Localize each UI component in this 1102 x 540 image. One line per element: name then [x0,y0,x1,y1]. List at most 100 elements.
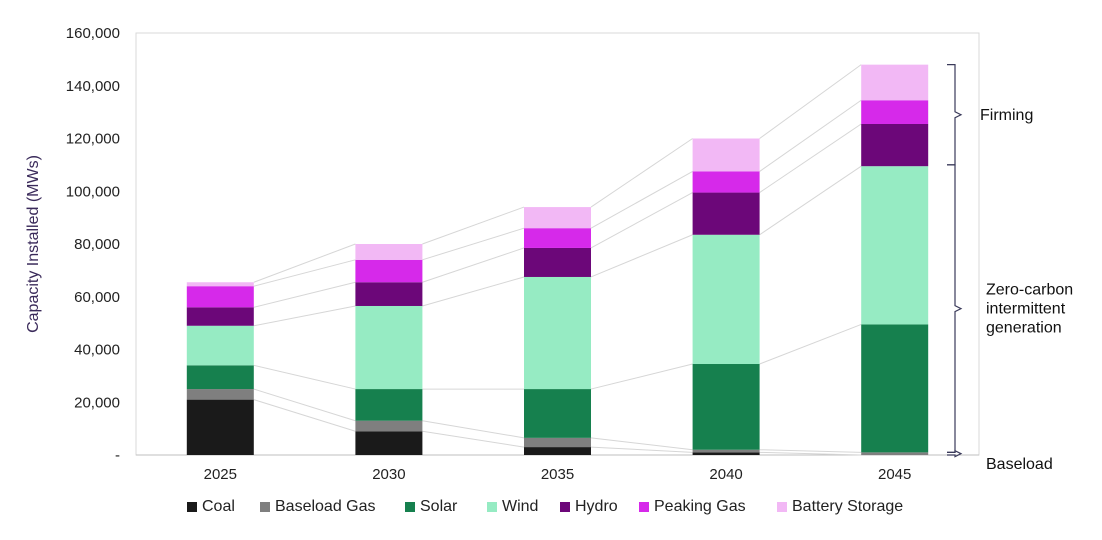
bracket-0 [947,64,963,166]
connector-2025-2030-5 [253,259,356,287]
bar-2045-solar [861,324,929,453]
bar-2045-wind [861,166,929,325]
bar-2035-coal [524,447,591,455]
connector-2035-2040-4 [590,192,693,249]
bar-2025-hydro [186,307,254,326]
connector-2035-2040-0 [590,446,693,453]
connector-2040-2045-1 [759,449,862,453]
legend-label: Hydro [575,498,618,515]
bar-2025-coal [186,399,254,455]
connector-2030-2035-5 [422,227,525,261]
legend-item-coal: Coal [187,494,235,520]
connector-2030-2035-0 [422,430,525,448]
annotation-label: intermittent [986,301,1066,318]
bar-2025-peaking-gas [186,286,254,308]
bar-2035-peaking-gas [524,228,591,248]
connector-2025-2030-1 [253,388,356,422]
y-axis-label: Capacity Installed (MWs) [25,155,42,333]
x-tick-label: 2025 [204,466,237,483]
connector-2025-2030-4 [253,281,356,308]
legend-label: Wind [502,498,539,515]
y-tick-label: 160,000 [66,25,120,42]
bar-2035-wind [524,276,591,390]
connector-2030-2035-3 [422,276,525,307]
legend-label: Solar [420,498,458,515]
bar-2045-baseload-gas [861,452,929,455]
y-tick-label: 140,000 [66,78,120,95]
bar-2035-baseload-gas [524,437,591,448]
connector-2025-2030-2 [253,364,356,390]
y-tick-label: 40,000 [74,342,120,359]
connector-2025-2030-6 [253,243,356,283]
connector-2035-2040-1 [590,437,693,451]
bar-2025-wind [186,325,254,366]
connector-2030-2035-6 [422,206,525,245]
legend-swatch [487,502,497,512]
y-tick-label: 20,000 [74,394,120,411]
connector-lines [253,64,862,456]
connector-2025-2030-3 [253,305,356,327]
legend-swatch [187,502,197,512]
bar-2045-peaking-gas [861,100,929,124]
bar-2045-battery-storage [861,64,929,101]
bar-2030-coal [355,431,423,455]
legend-item-peaking-gas: Peaking Gas [639,494,746,520]
legend-swatch [260,502,270,512]
legend-swatch [560,502,570,512]
bar-2030-wind [355,305,423,390]
bar-2025-baseload-gas [186,389,254,400]
bar-2040-solar [692,364,760,450]
bar-2045-hydro [861,123,929,167]
connector-2040-2045-2 [759,323,862,365]
bar-2040-baseload-gas [692,449,760,453]
bar-2040-wind [692,234,760,365]
connector-2035-2040-6 [590,138,693,208]
bar-2025-battery-storage [186,282,254,287]
x-tick-label: 2035 [541,466,574,483]
y-tick-label: 120,000 [66,131,120,148]
connector-2040-2045-3 [759,165,862,236]
annotations: Firming Zero-carbon intermittent generation… [947,64,1073,473]
connector-2030-2035-1 [422,420,525,439]
x-tick-label: 2030 [372,466,405,483]
bracket-2 [947,449,963,458]
connector-2035-2040-5 [590,171,693,229]
bar-2025-solar [186,365,254,390]
annotation-label: Baseload [986,456,1053,473]
stacked-bar-chart: - 20,000 40,000 60,000 80,000 100,000 120,000 1… [25,25,1073,483]
bar-2035-hydro [524,247,591,277]
connector-2040-2045-5 [759,99,862,172]
x-tick-label: 2045 [878,466,911,483]
connector-2040-2045-4 [759,123,862,193]
x-tick-label: 2040 [709,466,742,483]
y-tick-label: 80,000 [74,236,120,253]
annotation-label: generation [986,320,1062,337]
y-tick-label: 100,000 [66,183,120,200]
bracket-1 [947,164,963,453]
connector-2040-2045-6 [759,64,862,139]
legend-label: Battery Storage [792,498,904,515]
legend-label: Baseload Gas [275,498,376,515]
bar-2030-peaking-gas [355,259,423,283]
annotation-label: Zero-carbon [986,282,1073,299]
legend-item-wind: Wind [487,494,538,520]
connector-2035-2040-3 [590,234,693,278]
legend-swatch [405,502,415,512]
bar-2040-hydro [692,192,760,235]
y-tick-label: - [115,447,120,464]
bar-2030-battery-storage [355,244,423,260]
connector-2030-2035-4 [422,247,525,283]
connector-2040-2045-0 [759,451,862,456]
legend-item-hydro: Hydro [560,494,618,520]
y-tick-label: 60,000 [74,289,120,306]
legend-label: Coal [202,498,235,515]
bar-2040-battery-storage [692,138,760,172]
bar-2035-solar [524,389,591,438]
x-axis-ticks: 2025 2030 2035 2040 2045 [204,466,912,483]
legend-item-solar: Solar [405,494,457,520]
bar-2030-hydro [355,282,423,306]
legend-swatch [639,502,649,512]
legend-swatch [777,502,787,512]
bar-2040-coal [692,452,760,455]
connector-2025-2030-0 [253,399,356,432]
